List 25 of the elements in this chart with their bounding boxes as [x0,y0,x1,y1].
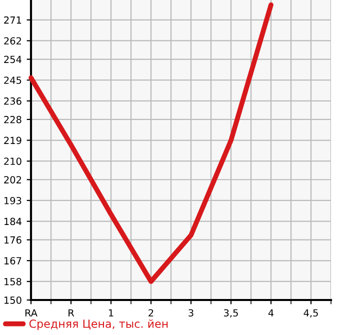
y-tick-label: 236 [4,97,22,105]
x-tick-label: 2 [148,309,154,316]
x-tick-label: 3 [188,309,194,317]
x-tick-label: RA [25,309,38,316]
y-tick-label: 150 [4,296,22,304]
x-tick-label: 4 [268,309,274,316]
y-tick-label: 184 [4,218,22,226]
y-tick-label: 193 [4,196,22,204]
y-tick-label: 176 [4,236,22,244]
y-tick-label: 228 [4,116,22,124]
y-tick-label: 271 [4,16,22,24]
y-tick-label: 202 [4,176,21,184]
y-tick-label: 158 [4,278,22,286]
x-tick-label: R [68,309,74,316]
x-tick-label: 3,5 [224,309,238,318]
y-tick-label: 167 [4,257,22,264]
y-tick-label: 219 [4,136,22,144]
x-tick-label: 4,5 [304,309,318,318]
line-series [28,2,274,284]
legend-label: Средняя Цена, тыс. йен [29,319,168,330]
x-tick-label: 1 [108,309,114,316]
y-tick-label: 254 [4,56,22,64]
y-tick-label: 262 [4,37,21,45]
y-tick-label: 245 [4,76,22,84]
y-tick-label: 210 [4,158,22,165]
